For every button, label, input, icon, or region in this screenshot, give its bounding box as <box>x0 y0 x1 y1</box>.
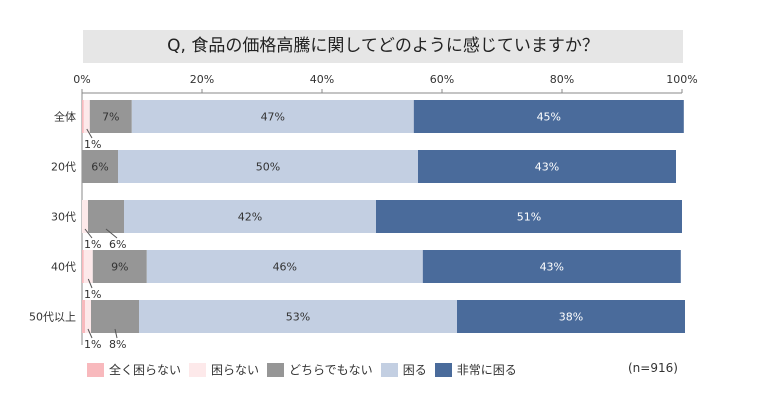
bar-segment <box>82 100 84 133</box>
bar-segment <box>88 200 124 233</box>
legend-swatch <box>267 362 285 377</box>
data-label: 6% <box>109 238 126 251</box>
legend-label: 困らない <box>211 363 260 377</box>
leader-line <box>84 228 93 239</box>
data-label: 8% <box>109 338 126 351</box>
category-label: 30代 <box>51 211 76 224</box>
bar-segment <box>89 100 132 133</box>
bar-segment <box>139 300 457 333</box>
category-label: 20代 <box>51 161 76 174</box>
category-label: 40代 <box>51 261 76 274</box>
legend-swatch <box>380 362 398 377</box>
data-label: 9% <box>111 261 128 274</box>
data-label: 50% <box>256 161 280 174</box>
bar-segment <box>413 100 684 133</box>
leader-line <box>87 278 93 289</box>
data-label: 1% <box>84 238 101 251</box>
legend: 全く困らない 困らない どちらでもない 困る 非常に困る <box>87 361 525 378</box>
data-label: 51% <box>517 211 541 224</box>
legend-item: 困る <box>380 361 427 378</box>
data-label: 1% <box>84 338 101 351</box>
legend-label: どちらでもない <box>289 363 373 377</box>
x-tick-label: 20% <box>190 73 214 86</box>
legend-item: 全く困らない <box>87 361 181 378</box>
bar-segment <box>457 300 685 333</box>
data-label: 1% <box>84 138 101 151</box>
data-label: 6% <box>91 161 108 174</box>
legend-item: 非常に困る <box>434 361 517 378</box>
bar-segment <box>82 150 118 183</box>
bar-segment <box>131 100 414 133</box>
category-label: 全体 <box>54 110 76 124</box>
bar-segment <box>422 250 681 283</box>
bar-segment <box>82 200 88 233</box>
sample-size-note: (n=916) <box>628 361 678 375</box>
data-label: 47% <box>261 111 285 124</box>
leader-line <box>114 328 118 339</box>
bar-segment <box>82 250 84 283</box>
bar-segment <box>146 250 423 283</box>
leader-line <box>87 328 93 339</box>
x-tick-label: 100% <box>666 73 697 86</box>
x-tick-label: 40% <box>310 73 334 86</box>
bar-segment <box>83 100 90 133</box>
legend-label: 全く困らない <box>109 363 182 377</box>
data-label: 42% <box>238 211 262 224</box>
leader-line <box>105 228 118 239</box>
data-label: 46% <box>273 261 297 274</box>
bar-segment <box>85 300 91 333</box>
bar-segment <box>376 200 682 233</box>
bar-segment <box>91 300 139 333</box>
data-label: 45% <box>537 111 561 124</box>
data-label: 1% <box>84 288 101 301</box>
bar-segment <box>92 250 147 283</box>
leader-line <box>86 128 93 139</box>
legend-label: 困る <box>402 363 427 377</box>
data-label: 7% <box>102 111 119 124</box>
bar-segment <box>82 300 85 333</box>
bar-segment <box>83 250 93 283</box>
bar-segment <box>118 150 418 183</box>
bar-segment <box>124 200 376 233</box>
category-label: 50代以上 <box>29 311 76 324</box>
legend-label: 非常に困る <box>456 363 517 377</box>
legend-item: どちらでもない <box>267 361 373 378</box>
data-label: 43% <box>540 261 564 274</box>
data-label: 43% <box>535 161 559 174</box>
data-label: 38% <box>559 311 583 324</box>
legend-swatch <box>189 362 207 377</box>
legend-swatch <box>434 362 452 377</box>
data-label: 53% <box>286 311 310 324</box>
legend-item: 困らない <box>189 361 259 378</box>
x-tick-label: 80% <box>550 73 574 86</box>
bar-segment <box>418 150 676 183</box>
legend-swatch <box>87 362 104 377</box>
x-tick-label: 60% <box>430 73 454 86</box>
chart-title: Q, 食品の価格高騰に関してどのように感じていますか？ <box>83 30 683 63</box>
x-tick-label: 0% <box>73 73 90 86</box>
